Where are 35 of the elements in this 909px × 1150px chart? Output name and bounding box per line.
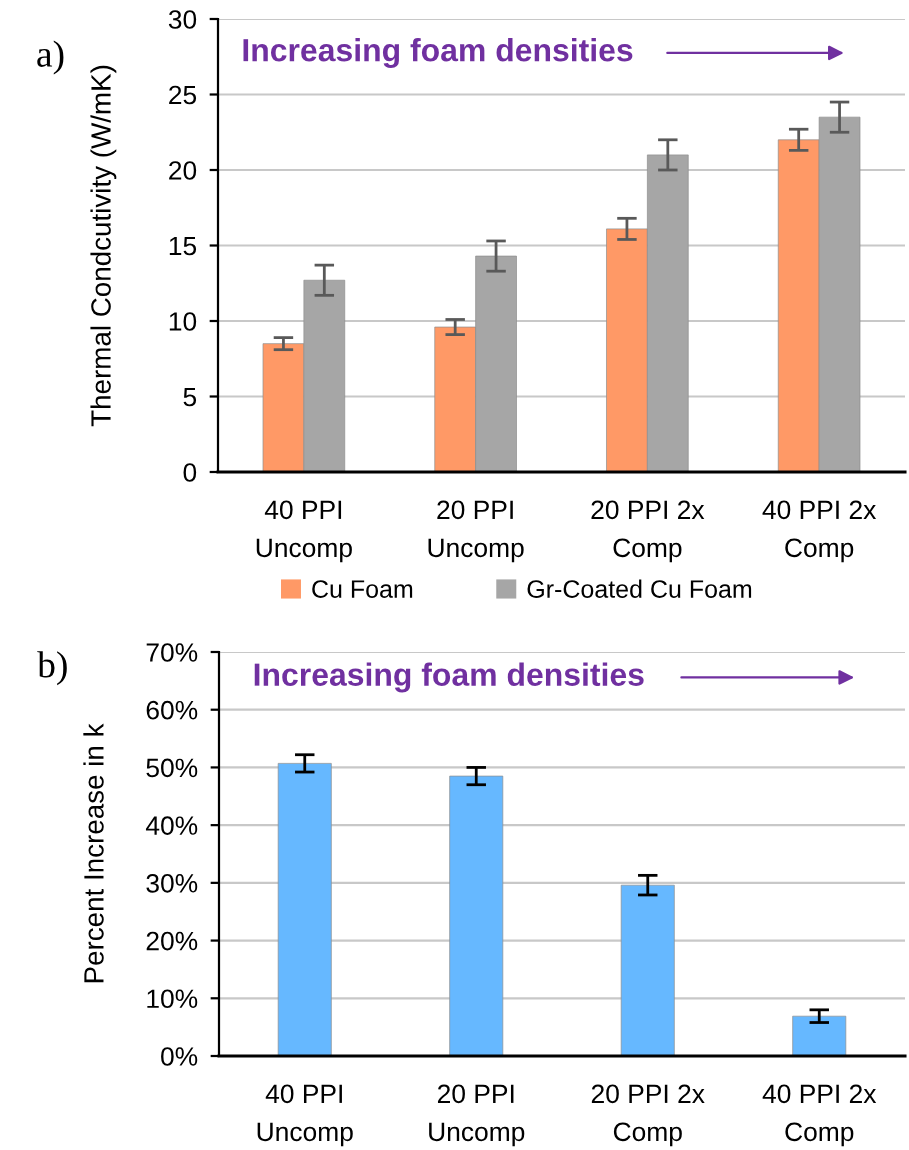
bar xyxy=(792,1015,847,1056)
x-tick-label: 40 PPI Uncomp xyxy=(256,500,352,563)
y-axis-title: Thermal Condcutivity (W/mK) xyxy=(90,65,117,427)
x-tick-label: 40 PPI 2x Comp xyxy=(762,1084,877,1147)
bar xyxy=(449,775,504,1056)
y-axis-title: Percent Increase in k xyxy=(83,723,104,983)
y-tick-label: 5 xyxy=(183,387,197,407)
y-tick-label: 0 xyxy=(183,463,197,482)
x-tick-label: 40 PPI 2x Comp xyxy=(762,500,877,563)
chart-title: b) xyxy=(37,651,67,686)
annotation: Increasing foam densities xyxy=(243,38,633,68)
y-tick-label: 40% xyxy=(145,816,198,835)
x-tick-label: 40 PPI Uncomp xyxy=(257,1084,353,1147)
y-tick-label: 10% xyxy=(147,989,198,1009)
annotation: Increasing foam densities xyxy=(254,662,644,693)
x-tick-label: 20 PPI 2x Comp xyxy=(591,500,705,563)
y-tick-label: 20 xyxy=(169,161,197,180)
x-tick-label: 20 PPI Uncomp xyxy=(428,500,524,563)
legend-label: Gr-Coated Cu Foam xyxy=(527,579,752,598)
bar xyxy=(620,884,675,1056)
y-tick-label: 30 xyxy=(168,10,197,29)
y-tick-label: 0% xyxy=(161,1047,198,1066)
y-tick-label: 50% xyxy=(146,758,198,778)
x-tick-label: 20 PPI Uncomp xyxy=(429,1084,525,1147)
y-tick-label: 60% xyxy=(146,700,198,720)
y-tick-label: 30% xyxy=(146,873,198,893)
y-tick-label: 25 xyxy=(169,85,197,105)
y-tick-label: 10 xyxy=(169,312,197,331)
bar xyxy=(277,763,332,1056)
y-tick-label: 15 xyxy=(169,236,197,256)
y-tick-label: 20% xyxy=(146,931,198,951)
text: a) xyxy=(37,40,64,75)
x-tick-label: 20 PPI 2x Comp xyxy=(591,1084,705,1147)
legend-label: Cu Foam xyxy=(312,580,413,598)
y-tick-label: 70% xyxy=(146,643,198,662)
